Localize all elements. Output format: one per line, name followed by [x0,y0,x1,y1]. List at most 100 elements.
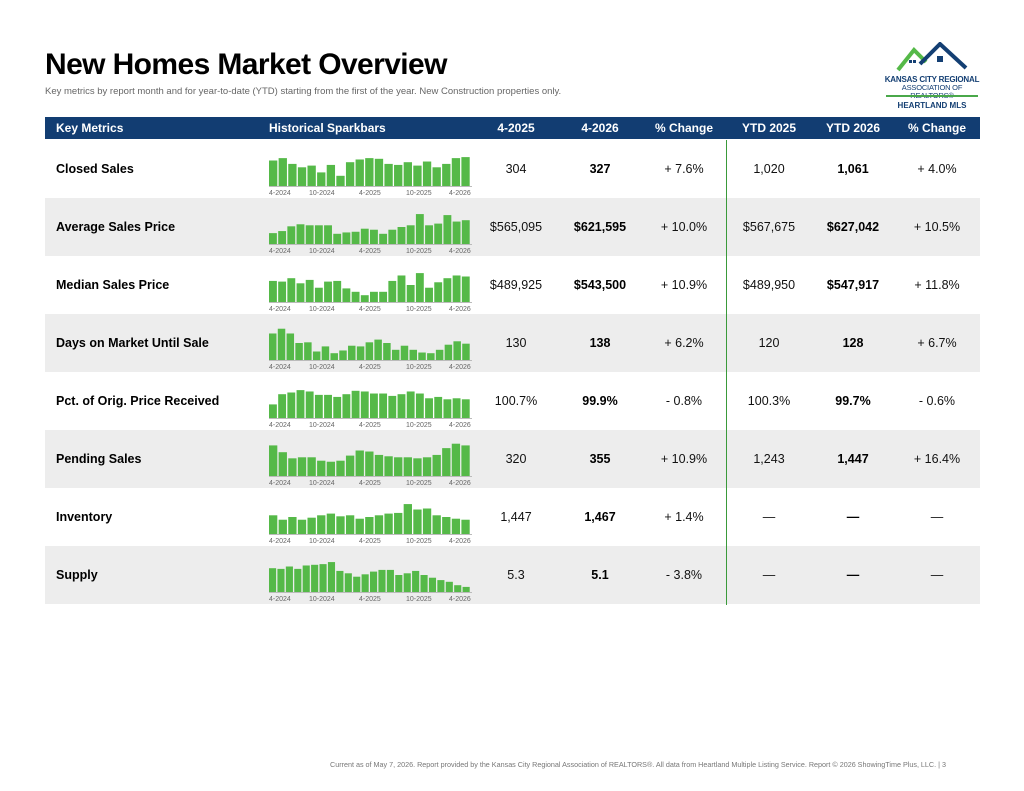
table-row: Pending Sales 4-2024 10-2024 4-2025 10-2025 4… [45,430,980,488]
sparkbar [314,394,323,418]
sparkbar-chart: 4-2024 10-2024 4-2025 10-2025 4-2026 [269,264,475,312]
logo-line-1: KANSAS CITY REGIONAL [884,75,980,84]
logo-line-2: ASSOCIATION OF REALTORS® [901,83,963,100]
sparkbar [415,393,424,418]
sparkbar [278,519,287,534]
sparkbar [288,517,297,534]
sparkbar [327,562,336,592]
value-ytd-2025: — [762,510,776,524]
sparkbar-tick-label: 4-2026 [449,306,471,312]
sparkbar [462,343,470,360]
sparkbar [353,576,361,592]
value-ytd-2025: 100.3% [747,394,791,408]
page-subtitle: Key metrics by report month and for year… [45,86,562,97]
sparkbar-tick-label: 4-2024 [269,306,291,312]
header-ytd-pct-change: % Change [907,121,966,135]
sparkbar [374,339,382,360]
sparkbar [452,275,461,302]
value-ytd-2025: $567,675 [742,220,796,234]
sparkbar [406,391,415,418]
sparkbar [379,393,388,418]
value-4-2025: $565,095 [489,220,543,234]
sparkbar-tick-label: 4-2024 [269,190,291,196]
sparkbar [326,461,336,476]
sparkbar [302,565,310,592]
sparkbar [342,394,351,418]
table-header: Key Metrics Historical Sparkbars 4-2025 … [45,117,980,139]
value-ytd-pct-change: - 0.6% [918,394,956,408]
sparkbar-tick-label: 4-2024 [269,596,291,602]
value-ytd-2025: 1,020 [753,162,785,176]
sparkbar [406,225,415,244]
header-4-2025: 4-2025 [497,121,535,135]
sparkbar-tick-label: 4-2026 [449,480,471,486]
sparkbar [345,162,355,186]
logo-divider [886,95,978,97]
sparkbar [317,460,326,476]
sparkbar-tick-label: 4-2026 [449,364,471,370]
sparkbar [400,345,409,360]
sparkbar [365,342,374,360]
sparkbar [384,163,393,186]
sparkbar-tick-label: 10-2025 [406,596,432,602]
sparkbar [434,282,443,302]
sparkbar [442,163,451,186]
sparkbar [324,394,332,418]
metric-label: Days on Market Until Sale [56,336,209,350]
sparkbar [278,158,287,186]
value-ytd-2025: 1,243 [753,452,785,466]
sparkbar [278,231,287,244]
sparkbar [374,454,384,476]
sparkbar [305,225,314,244]
sparkbar [304,342,312,360]
sparkbar [324,281,332,302]
sparkbar [360,295,369,302]
value-4-2025: 100.7% [494,394,538,408]
sparkbar-tick-label: 4-2025 [359,364,381,370]
sparkbar [277,328,286,360]
sparkbar-tick-label: 10-2025 [406,364,432,370]
metric-label: Inventory [56,510,113,524]
value-ytd-2026: — [846,568,860,582]
sparkbar [425,398,433,418]
sparkbar [370,571,378,592]
sparkbar-chart: 4-2024 10-2024 4-2025 10-2025 4-2026 [269,322,475,370]
sparkbar-tick-label: 10-2024 [309,422,335,428]
sparkbar [269,160,278,186]
sparkbar [351,231,360,244]
value-ytd-2026: 1,061 [837,162,869,176]
sparkbar [333,396,342,418]
sparkbar [297,519,307,534]
sparkbar [307,457,316,476]
value-4-2026: 355 [589,452,611,466]
sparkbar [317,515,326,534]
sparkbar [379,291,388,302]
sparkbar [443,399,452,418]
header-ytd-2025: YTD 2025 [741,121,797,135]
value-4-2026: $543,500 [573,278,627,292]
sparkbar [394,512,403,534]
sparkbar [384,513,393,534]
sparkbar [384,456,393,476]
sparkbar [454,585,462,592]
value-ytd-2026: — [846,510,860,524]
sparkbar-svg: 4-2024 10-2024 4-2025 10-2025 4-2026 [269,504,472,544]
sparkbar [333,280,342,302]
sparkbar [360,228,369,244]
sparkbar [269,333,277,360]
sparkbar [330,353,338,360]
sparkbar-chart: 4-2024 10-2024 4-2025 10-2025 4-2026 [269,380,475,428]
sparkbar [351,291,360,302]
sparkbar [287,278,296,302]
sparkbar [326,513,336,534]
sparkbar [296,390,305,418]
sparkbar [288,458,297,476]
sparkbar-svg: 4-2024 10-2024 4-2025 10-2025 4-2026 [269,562,472,602]
sparkbar-tick-label: 4-2026 [449,422,471,428]
sparkbar [374,515,384,534]
sparkbar [305,391,314,418]
sparkbar [296,283,305,302]
sparkbar [425,287,433,302]
sparkbar-tick-label: 4-2025 [359,306,381,312]
value-pct-change: + 10.9% [660,452,708,466]
